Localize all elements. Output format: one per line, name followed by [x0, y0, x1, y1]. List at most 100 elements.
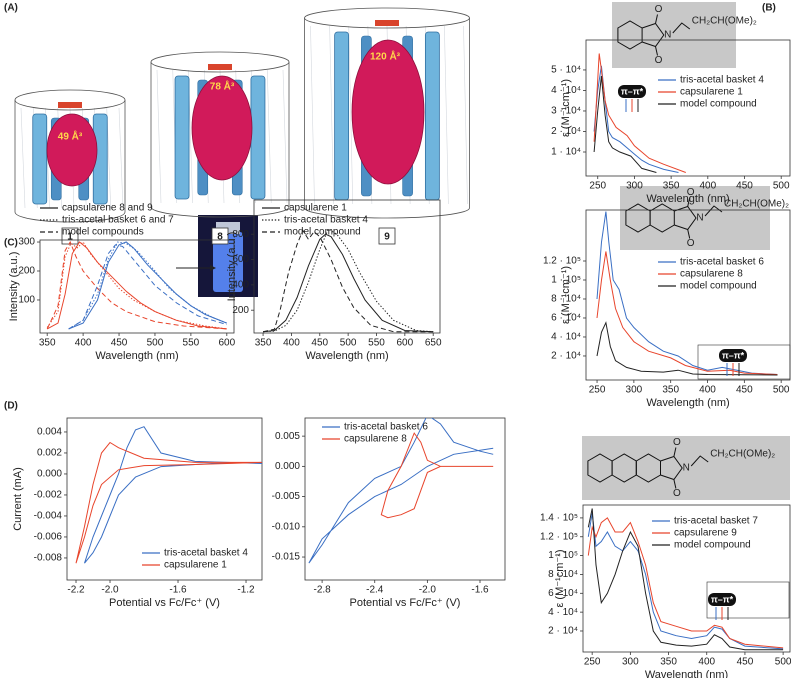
x-tick-label: 300 — [626, 385, 643, 396]
x-tick-label: 450 — [736, 181, 753, 192]
pillar — [334, 31, 350, 201]
y-axis-label: ε (M⁻¹cm⁻¹) — [560, 266, 572, 324]
y-tick-label: 0.002 — [37, 448, 62, 459]
ring — [674, 205, 697, 231]
x-tick-label: 550 — [368, 338, 385, 349]
molecule-box — [620, 186, 770, 250]
x-tick-label: 400 — [698, 657, 715, 668]
series-line — [263, 228, 434, 333]
x-tick-label: 250 — [589, 181, 606, 192]
legend-label: tris-acetal basket 7 — [674, 516, 758, 527]
x-tick-label: 450 — [737, 657, 754, 668]
y-tick-label: -0.002 — [34, 490, 63, 501]
x-tick-label: 350 — [255, 338, 272, 349]
x-tick-label: 350 — [660, 657, 677, 668]
vial-glow — [213, 232, 243, 292]
legend-label: capsularene 8 — [680, 269, 743, 280]
atom: O — [673, 437, 681, 448]
x-tick-label: 400 — [283, 338, 300, 349]
bond — [673, 447, 677, 457]
atom: O — [655, 55, 663, 66]
legend-label: capsularene 9 — [674, 528, 737, 539]
x-tick-label: 300 — [626, 181, 643, 192]
mesh-line — [282, 69, 288, 204]
y-tick-label: 4 · 10⁴ — [551, 85, 581, 96]
y-tick-label: 300 — [18, 237, 35, 248]
panel-label: (B) — [762, 3, 776, 14]
chart: 350 400 450 500 550 600 100 200 300 Wavelength (n… — [8, 203, 236, 362]
y-tick-label: 1.2 · 10⁵ — [543, 256, 581, 267]
y-tick-label: 1.4 · 10⁵ — [540, 513, 578, 524]
y-tick-label: 6 · 10⁴ — [551, 313, 581, 324]
bond — [687, 229, 691, 239]
y-tick-label: 400 — [232, 280, 249, 291]
x-tick-label: 450 — [311, 338, 328, 349]
mesh-line — [348, 25, 354, 205]
series-line — [593, 76, 657, 173]
plot-frame — [585, 209, 791, 381]
compound-label: 1 — [67, 232, 73, 243]
y-tick-label: -0.005 — [272, 491, 301, 502]
chart: 250 300 350 400 450 500 1 · 10⁴ 2 · 10⁴ 3 · 10⁴ 4… — [551, 39, 791, 205]
cavity-volume: 78 Å³ — [210, 80, 235, 93]
x-tick-label: 500 — [147, 338, 164, 349]
bond — [690, 455, 709, 467]
legend-label: model compound — [284, 227, 361, 238]
legend-label: capsularene 1 — [284, 203, 347, 214]
atom: N — [683, 463, 690, 474]
y-tick-label: 600 — [232, 254, 249, 265]
y-axis-label: Current (mA) — [12, 467, 24, 531]
y-tick-label: 800 — [232, 229, 249, 240]
mesh-line — [329, 25, 334, 205]
series-line — [75, 441, 262, 564]
arrow-head — [210, 265, 216, 271]
mesh-line — [156, 69, 162, 204]
y-tick-label: 4 · 10⁴ — [548, 607, 578, 618]
y-tick-label: 1 · 10⁴ — [551, 147, 581, 158]
series-line — [593, 53, 686, 173]
molecule-box — [612, 2, 736, 68]
y-tick-label: -0.004 — [34, 511, 63, 522]
y-tick-label: 0.000 — [275, 461, 300, 472]
y-tick-label: 0.005 — [275, 431, 300, 442]
x-tick-label: 250 — [584, 657, 601, 668]
legend-label: model compounds — [62, 227, 144, 238]
y-tick-label: 0.000 — [37, 469, 62, 480]
x-tick-label: 400 — [699, 385, 716, 396]
series-line — [596, 321, 778, 376]
x-tick-label: 300 — [622, 657, 639, 668]
plot-frame — [253, 199, 441, 334]
x-axis-label: Potential vs Fc/Fc⁺ (V) — [109, 597, 220, 609]
pillar — [32, 113, 48, 205]
legend-label: tris-acetal basket 4 — [680, 75, 764, 86]
y-tick-label: 200 — [18, 266, 35, 277]
legend-label: capsularene 1 — [164, 560, 227, 571]
x-tick-label: 350 — [662, 385, 679, 396]
compound-label: 8 — [217, 232, 223, 243]
chart: -2.2 -2.0 -1.6 -1.2 0.004 0.002 0.000 -0.002 -0.… — [12, 417, 263, 609]
x-axis-label: Wavelength (nm) — [646, 397, 729, 409]
series-line — [68, 244, 227, 330]
substituent: CH₂CH(OMe)₂ — [710, 449, 775, 460]
y-tick-label: 4 · 10⁴ — [551, 332, 581, 343]
mesh-line — [463, 25, 468, 205]
legend-label: capsularene 1 — [680, 87, 743, 98]
x-tick-label: 350 — [663, 181, 680, 192]
legend-label: capsularene 8 — [344, 434, 407, 445]
mesh-line — [266, 69, 272, 204]
y-tick-label: 6 · 10⁴ — [548, 588, 578, 599]
x-tick-label: -2.0 — [419, 585, 437, 596]
bond — [655, 46, 658, 56]
pillar — [174, 75, 190, 200]
y-axis-label: Intensity (a.u.) — [8, 252, 20, 322]
y-tick-label: 200 — [232, 305, 249, 316]
series-line — [46, 240, 227, 330]
x-tick-label: -1.6 — [471, 585, 489, 596]
ring — [641, 22, 665, 48]
chart: 250 300 350 400 450 500 2 · 10⁴ 4 · 10⁴ 6 · 10⁴ 8… — [540, 504, 792, 678]
x-tick-label: 550 — [183, 338, 200, 349]
x-tick-label: 250 — [589, 385, 606, 396]
legend-label: tris-acetal basket 4 — [284, 215, 368, 226]
x-axis-label: Wavelength (nm) — [95, 350, 178, 362]
